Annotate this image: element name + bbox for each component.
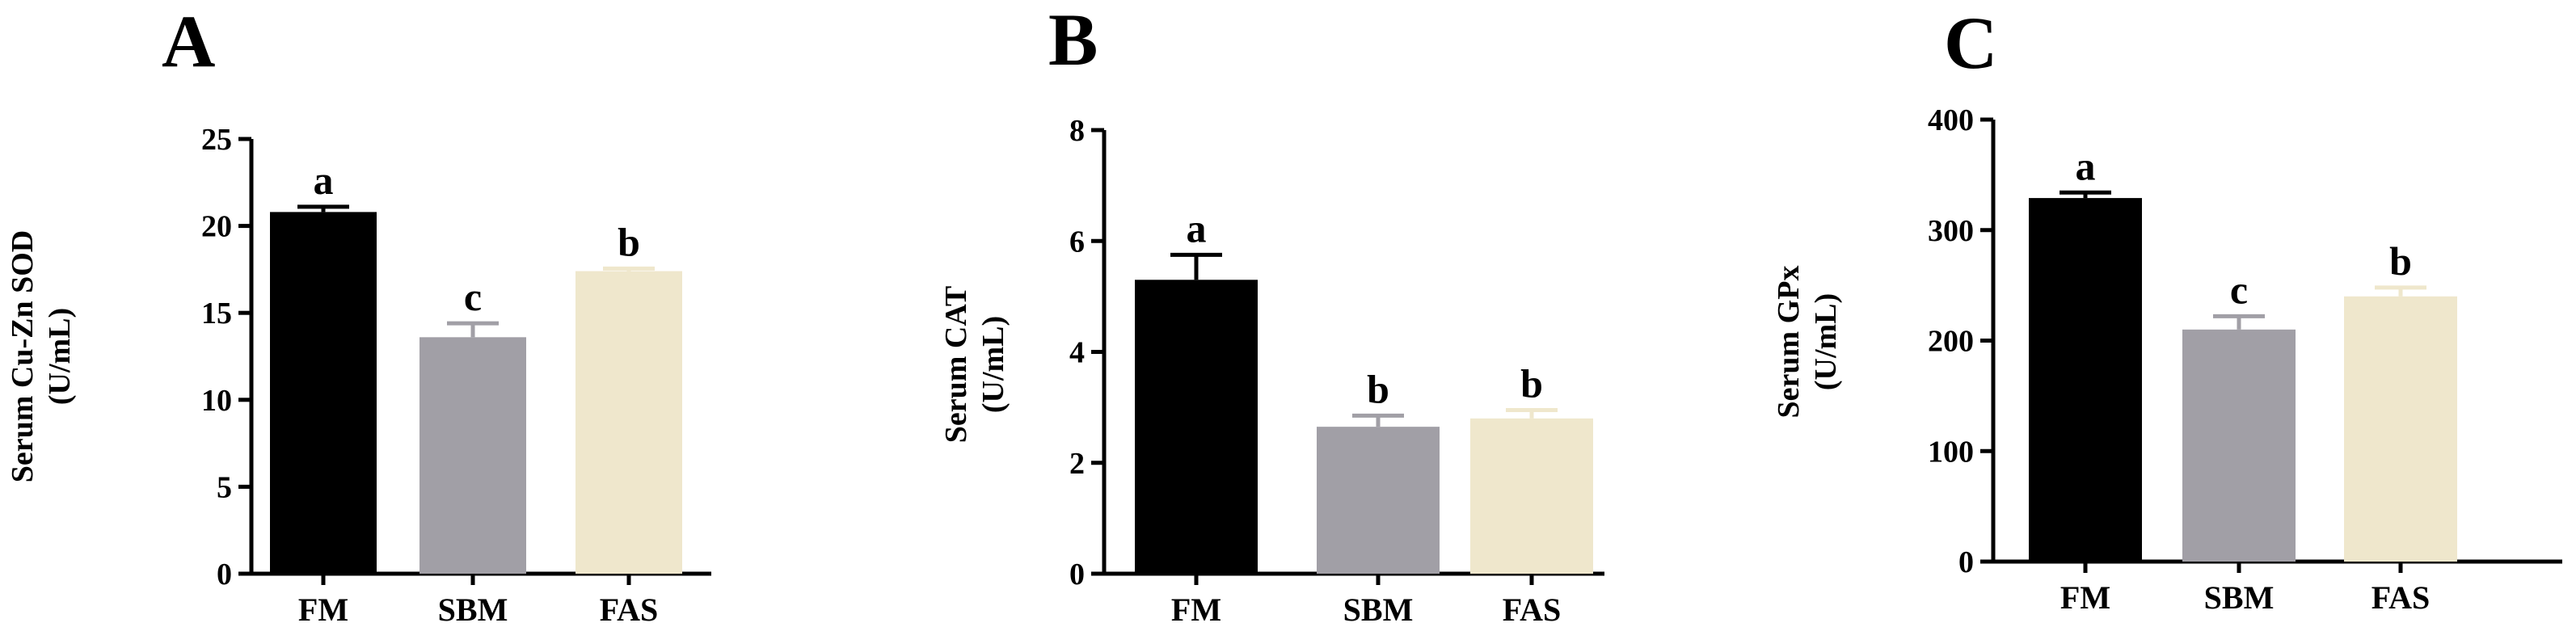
y-axis-label-a: Serum Cu-Zn SOD (U/mL) xyxy=(6,230,77,483)
bar-fm xyxy=(1135,280,1258,574)
category-label: FM xyxy=(1171,591,1221,628)
bar-sbm xyxy=(2182,329,2296,562)
category-label: SBM xyxy=(1343,591,1414,628)
y-tick-label: 6 xyxy=(1069,225,1085,259)
y-axis-label-line: (U/mL) xyxy=(43,308,77,405)
y-tick-label: 5 xyxy=(217,470,232,504)
y-tick-label: 25 xyxy=(201,123,232,157)
bar-sbm xyxy=(1317,427,1440,574)
y-tick-label: 100 xyxy=(1928,435,1974,469)
category-label: SBM xyxy=(438,591,508,628)
y-axis-label-line: (U/mL) xyxy=(976,316,1010,413)
y-axis-label-b: Serum CAT (U/mL) xyxy=(939,286,1010,444)
y-axis-label-line: Serum GPx xyxy=(1772,266,1806,419)
chart-panel-b: B Serum CAT (U/mL) 0 2 4 6 8 a FM b SBM b FAS xyxy=(939,0,1604,628)
category-label: FAS xyxy=(1503,591,1562,628)
bar-fm xyxy=(270,212,377,574)
y-tick-label: 8 xyxy=(1069,114,1085,148)
category-label: FM xyxy=(2060,579,2110,616)
significance-label: b xyxy=(1367,366,1389,411)
chart-panel-a: A Serum Cu-Zn SOD (U/mL) 0 5 10 15 20 25 a FM c SBM b… xyxy=(6,0,711,628)
bar-sbm xyxy=(419,337,526,574)
significance-label: b xyxy=(618,219,640,264)
y-axis-label-line: (U/mL) xyxy=(1809,293,1843,390)
bar-fm xyxy=(2029,198,2142,562)
bar-fas xyxy=(1470,418,1593,574)
significance-label: c xyxy=(2230,267,2248,312)
significance-label: a xyxy=(1187,205,1207,250)
chart-panel-c: C Serum GPx (U/mL) 0 100 200 300 400 a FM c SBM b FAS xyxy=(1772,2,2562,616)
y-tick-label: 200 xyxy=(1928,325,1974,359)
significance-label: b xyxy=(2389,238,2412,284)
y-tick-label: 15 xyxy=(201,297,232,330)
category-label: FAS xyxy=(2372,579,2431,616)
y-tick-label: 0 xyxy=(217,558,232,591)
y-axis-label-line: Serum CAT xyxy=(939,286,973,444)
y-axis-label-line: Serum Cu-Zn SOD xyxy=(6,230,40,483)
significance-label: a xyxy=(314,158,334,203)
significance-label: c xyxy=(464,274,482,319)
y-tick-label: 400 xyxy=(1928,103,1974,137)
significance-label: a xyxy=(2076,143,2096,188)
y-tick-label: 10 xyxy=(201,384,232,418)
panel-letter-a: A xyxy=(162,0,215,82)
y-tick-label: 20 xyxy=(201,210,232,244)
y-tick-label: 0 xyxy=(1069,558,1085,591)
y-tick-label: 300 xyxy=(1928,214,1974,248)
y-tick-label: 2 xyxy=(1069,447,1085,481)
bar-fas xyxy=(575,271,682,574)
category-label: FM xyxy=(298,591,348,628)
category-label: SBM xyxy=(2204,579,2275,616)
category-label: FAS xyxy=(600,591,659,628)
y-tick-label: 0 xyxy=(1958,545,1974,579)
panel-letter-c: C xyxy=(1944,2,1997,84)
panel-letter-b: B xyxy=(1048,0,1098,81)
y-tick-label: 4 xyxy=(1069,336,1085,370)
y-axis-label-c: Serum GPx (U/mL) xyxy=(1772,266,1843,419)
bar-fas xyxy=(2344,296,2457,562)
significance-label: b xyxy=(1520,361,1543,406)
